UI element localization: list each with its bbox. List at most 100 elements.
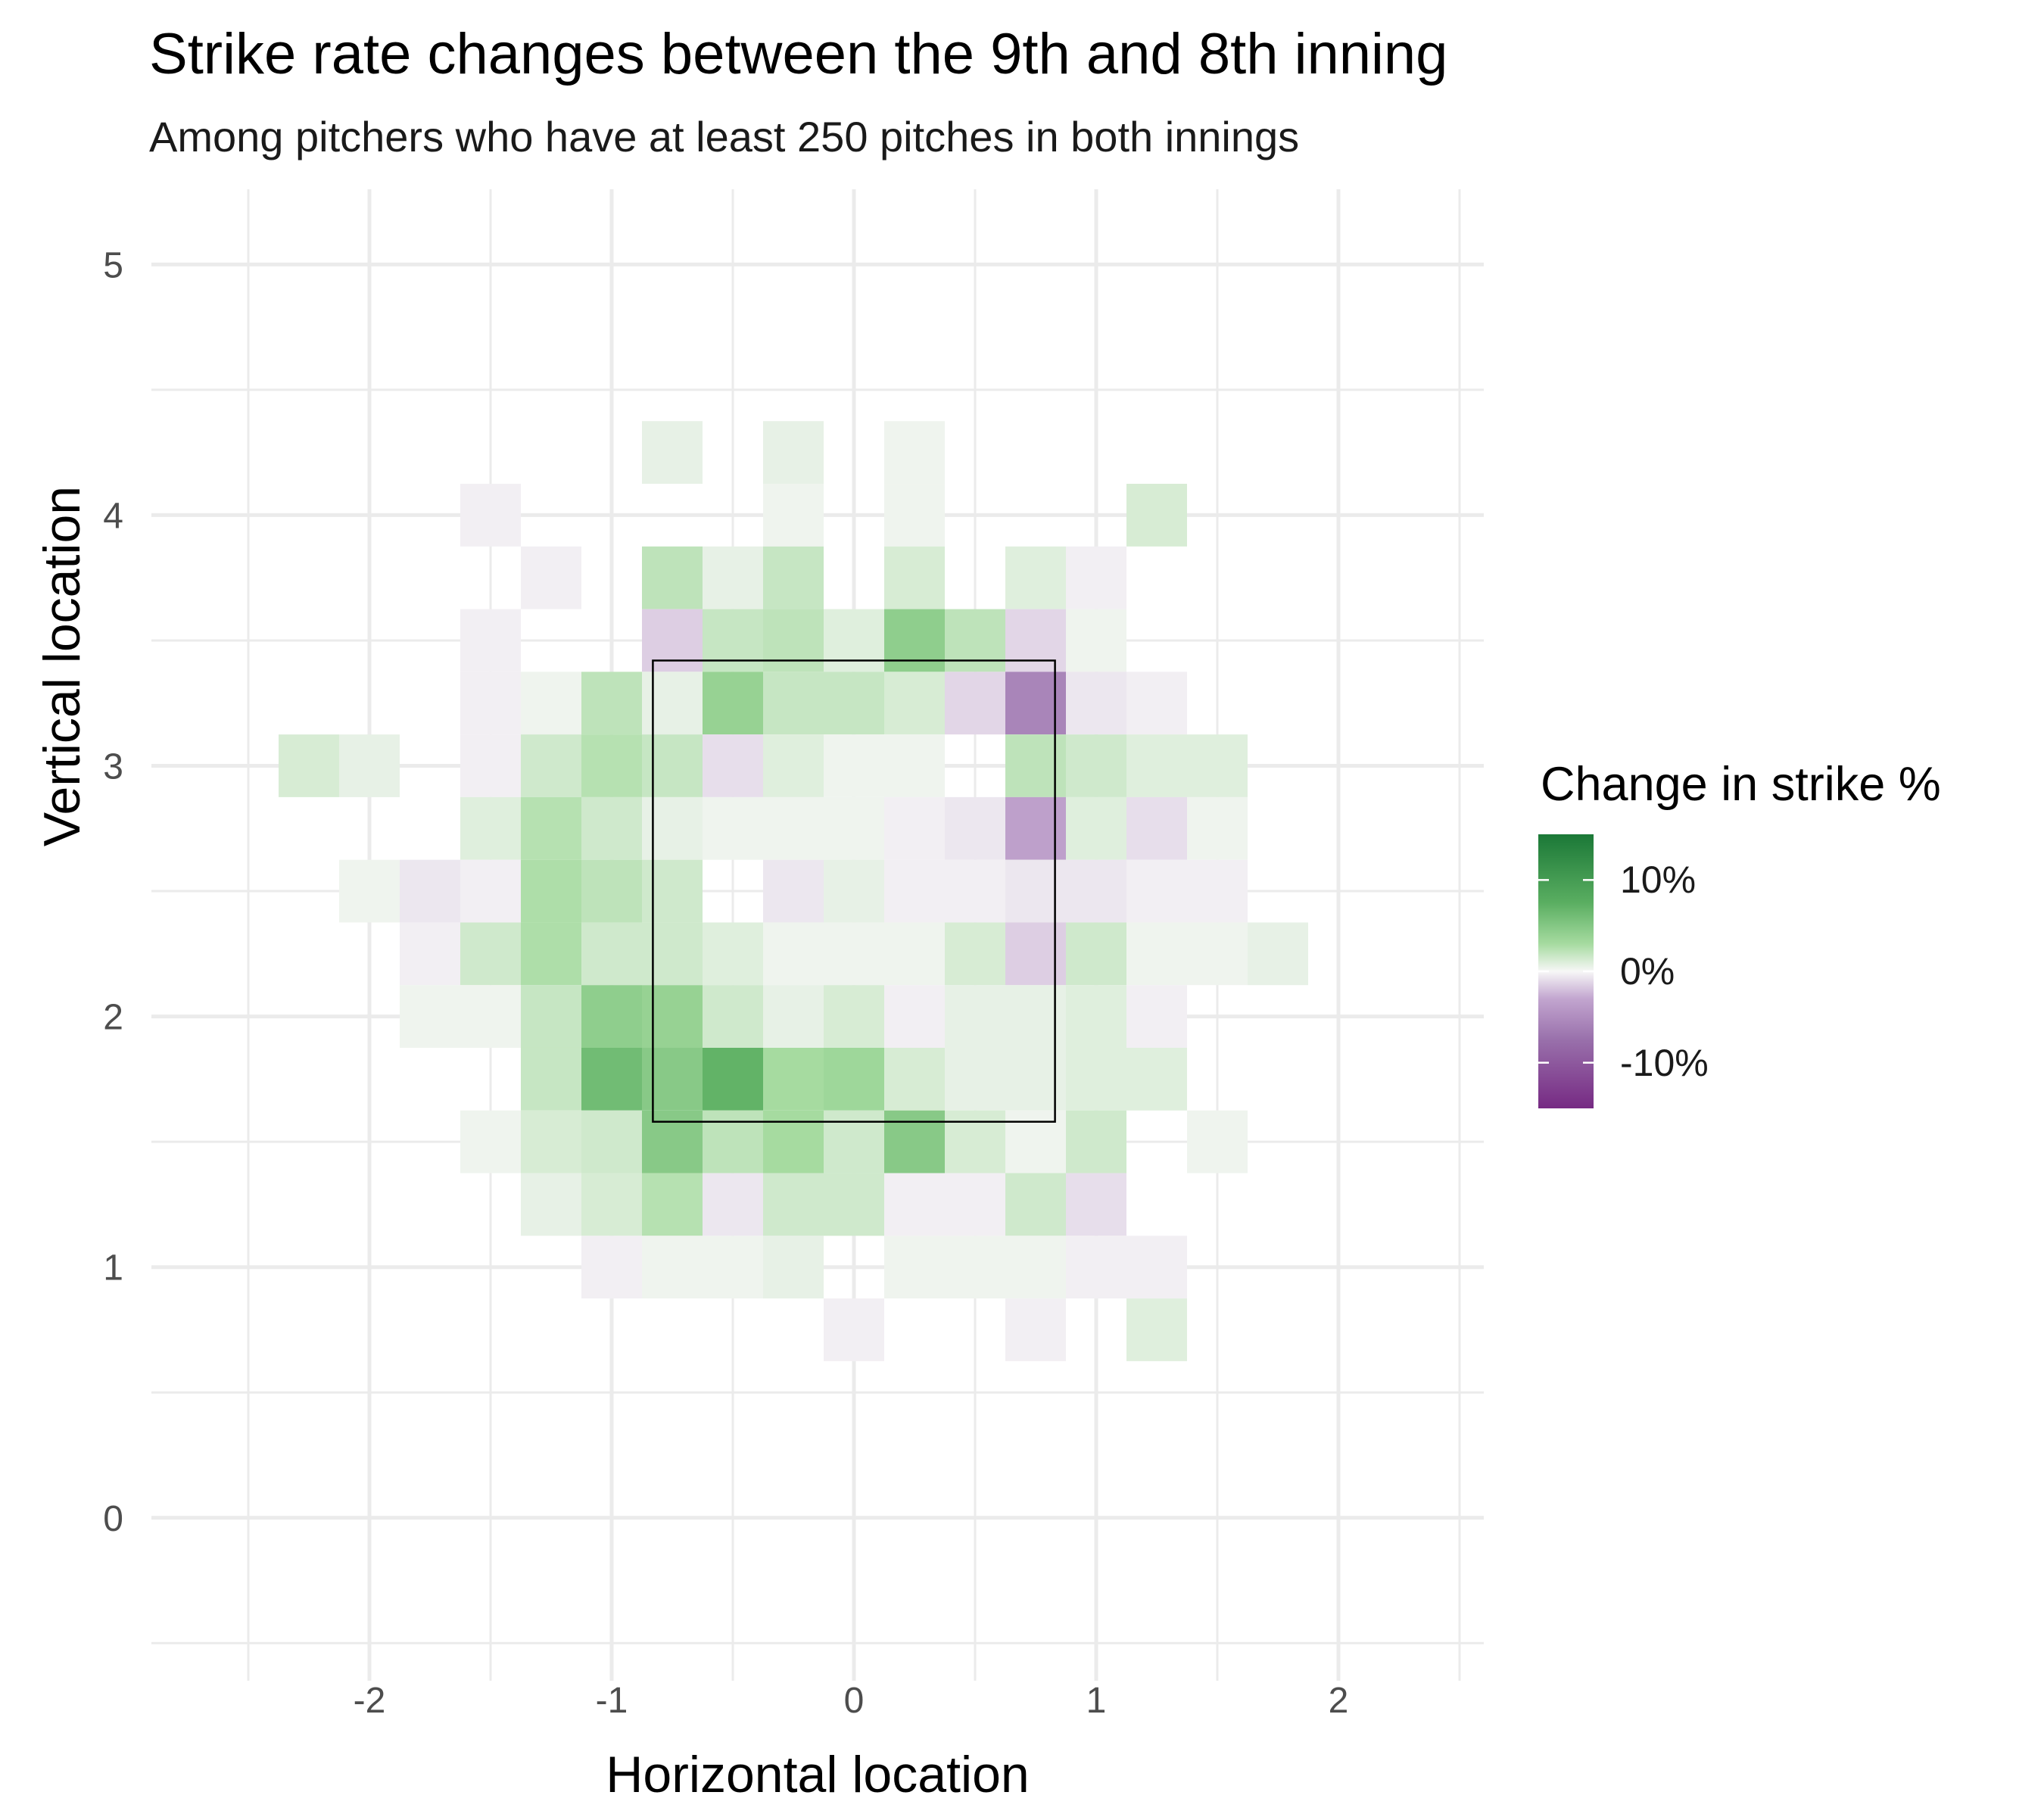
y-tick-label: 3 bbox=[103, 747, 123, 787]
heatmap-cell bbox=[945, 859, 1005, 923]
y-tick-label: 1 bbox=[103, 1248, 123, 1289]
heatmap-cell bbox=[763, 1236, 824, 1299]
heatmap-cell bbox=[460, 734, 521, 797]
y-axis-label: Vertical location bbox=[33, 485, 91, 847]
heatmap-cell bbox=[642, 922, 703, 986]
strike-zone-rect bbox=[652, 659, 1056, 1123]
heatmap-cell bbox=[642, 672, 703, 735]
heatmap-cell bbox=[460, 672, 521, 735]
legend-colorbar bbox=[1538, 834, 1594, 1108]
heatmap-cell bbox=[824, 922, 884, 986]
heatmap-cell bbox=[521, 672, 581, 735]
heatmap-cell bbox=[945, 796, 1005, 860]
heatmap-cell bbox=[945, 922, 1005, 986]
heatmap-cell bbox=[1066, 922, 1126, 986]
heatmap-cell bbox=[400, 922, 460, 986]
heatmap-cell bbox=[581, 672, 642, 735]
heatmap-cell bbox=[1066, 672, 1126, 735]
heatmap-cell bbox=[703, 796, 763, 860]
heatmap-cell bbox=[642, 1110, 703, 1173]
heatmap-cell bbox=[642, 609, 703, 672]
heatmap-cell bbox=[642, 796, 703, 860]
heatmap-cell bbox=[1187, 734, 1248, 797]
heatmap-cell bbox=[1005, 859, 1066, 923]
heatmap-cell bbox=[884, 922, 945, 986]
heatmap-cell bbox=[884, 734, 945, 797]
heatmap-cell bbox=[945, 609, 1005, 672]
heatmap-cell bbox=[763, 1173, 824, 1236]
heatmap-cell bbox=[521, 1110, 581, 1173]
heatmap-cell bbox=[763, 421, 824, 485]
heatmap-cell bbox=[339, 734, 400, 797]
heatmap-cell bbox=[642, 1236, 703, 1299]
heatmap-cell bbox=[581, 1236, 642, 1299]
heatmap-cell bbox=[884, 421, 945, 485]
heatmap-cell bbox=[945, 1047, 1005, 1111]
heatmap-cell bbox=[824, 672, 884, 735]
heatmap-cell bbox=[581, 859, 642, 923]
x-tick-label: 1 bbox=[1086, 1681, 1107, 1721]
heatmap-cell bbox=[1066, 1236, 1126, 1299]
heatmap-cell bbox=[824, 1173, 884, 1236]
heatmap-cell bbox=[339, 859, 400, 923]
heatmap-cell bbox=[703, 672, 763, 735]
legend-tick-label: -10% bbox=[1620, 1041, 1709, 1084]
heatmap-cell bbox=[1126, 1298, 1187, 1361]
x-axis-label: Horizontal location bbox=[606, 1746, 1030, 1803]
heatmap-cell bbox=[1005, 1298, 1066, 1361]
heatmap-cell bbox=[884, 1110, 945, 1173]
heatmap-cell bbox=[1005, 1047, 1066, 1111]
heatmap-cell bbox=[1187, 859, 1248, 923]
heatmap-cell bbox=[1066, 734, 1126, 797]
heatmap-cell bbox=[279, 734, 339, 797]
heatmap-cell bbox=[400, 859, 460, 923]
heatmap-cell bbox=[884, 796, 945, 860]
heatmap-cell bbox=[521, 546, 581, 609]
heatmap-cell bbox=[1126, 796, 1187, 860]
heatmap-cell bbox=[1005, 546, 1066, 609]
heatmap-cell bbox=[1066, 546, 1126, 609]
heatmap-cell bbox=[642, 546, 703, 609]
heatmap-cell bbox=[581, 985, 642, 1048]
heatmap-cell bbox=[763, 859, 824, 923]
heatmap-cell bbox=[824, 796, 884, 860]
heatmap-cell bbox=[703, 985, 763, 1048]
heatmap-cell bbox=[945, 1173, 1005, 1236]
heatmap-cell bbox=[1066, 796, 1126, 860]
heatmap-cell bbox=[642, 1173, 703, 1236]
chart-subtitle: Among pitchers who have at least 250 pit… bbox=[149, 113, 1300, 161]
heatmap-cell bbox=[703, 1110, 763, 1173]
heatmap-cell bbox=[1066, 859, 1126, 923]
heatmap-cell bbox=[763, 1110, 824, 1173]
heatmap-cell bbox=[763, 546, 824, 609]
heatmap-cell bbox=[642, 985, 703, 1048]
heatmap-cell bbox=[884, 985, 945, 1048]
heatmap-cell bbox=[1005, 1236, 1066, 1299]
heatmap-cell bbox=[581, 1173, 642, 1236]
heatmap-cell bbox=[460, 796, 521, 860]
heatmap-cell bbox=[884, 609, 945, 672]
heatmap-cell bbox=[703, 1047, 763, 1111]
heatmap-cell bbox=[703, 546, 763, 609]
heatmap-cell bbox=[945, 672, 1005, 735]
y-tick-label: 2 bbox=[103, 998, 123, 1038]
x-tick-label: -1 bbox=[596, 1681, 628, 1721]
y-tick-label: 0 bbox=[103, 1499, 123, 1539]
legend-title: Change in strike % bbox=[1541, 758, 1941, 811]
heatmap-cell bbox=[763, 484, 824, 547]
heatmap-cell bbox=[642, 734, 703, 797]
heatmap-cell bbox=[824, 734, 884, 797]
heatmap-cell bbox=[642, 1047, 703, 1111]
heatmap-cell bbox=[1005, 672, 1066, 735]
heatmap-cell bbox=[824, 1110, 884, 1173]
heatmap-cell bbox=[460, 859, 521, 923]
y-tick-label: 4 bbox=[103, 496, 123, 536]
heatmap-cell bbox=[763, 672, 824, 735]
heatmap-cell bbox=[581, 1110, 642, 1173]
heatmap-cell bbox=[1005, 922, 1066, 986]
heatmap-cell bbox=[1005, 609, 1066, 672]
heatmap-cell bbox=[703, 922, 763, 986]
y-tick-label: 5 bbox=[103, 245, 123, 285]
